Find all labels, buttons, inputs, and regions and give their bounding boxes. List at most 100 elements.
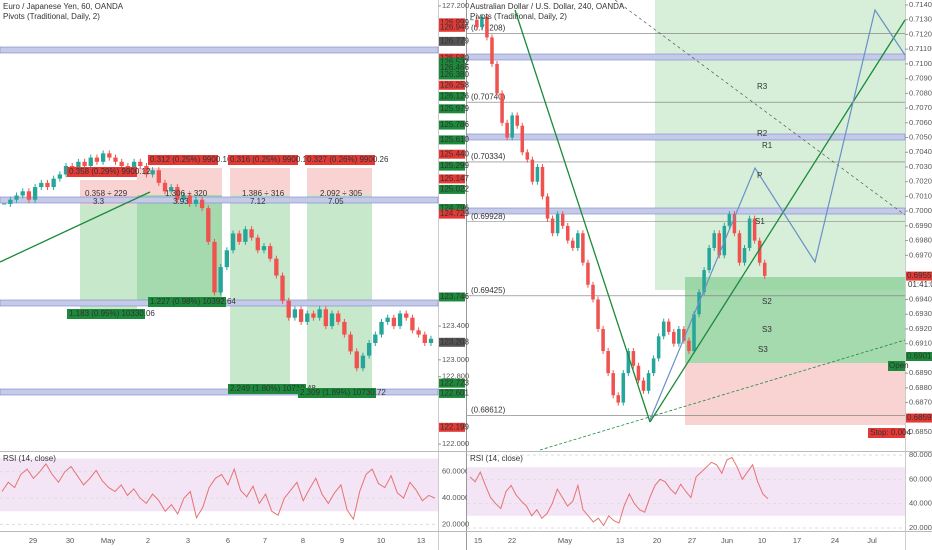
candle: [428, 338, 434, 343]
candle: [156, 170, 161, 183]
x-tick-label: 20: [653, 536, 661, 545]
x-tick-label: 13: [417, 536, 425, 545]
price-tag: [439, 104, 465, 114]
candle: [14, 195, 19, 200]
zone: [230, 195, 290, 385]
zone: [80, 205, 137, 310]
candle: [611, 373, 615, 396]
rsi-band: [0, 458, 438, 512]
candle: [113, 157, 118, 162]
loss-label: 0.327 (0.26%) 9900.26: [307, 155, 389, 164]
loss-label-bg: [305, 155, 375, 165]
price-tag-label: 126.466: [440, 63, 469, 72]
rsi-tick-label: 20.0000: [909, 523, 932, 532]
price-tag-label: 125.147: [440, 174, 469, 183]
candle: [550, 218, 555, 234]
rsi-title: RSI (14, close): [470, 454, 523, 463]
candle: [410, 317, 415, 331]
price-tag-label: 122.723: [440, 378, 469, 387]
candle: [591, 284, 595, 300]
ratio-label: 1.386 ÷ 316: [242, 189, 285, 198]
price-tag-label: 0.68595: [907, 413, 932, 422]
price-tag-label: 126.779: [440, 36, 469, 45]
candle: [144, 166, 149, 175]
price-tag-label: 124.729: [440, 209, 469, 218]
zone: [655, 0, 905, 290]
y-tick-label: 127.200: [442, 1, 469, 10]
y-tick-label: 122.800: [442, 372, 469, 381]
candle: [586, 262, 590, 285]
candle: [712, 233, 716, 248]
pivot-label: R1: [762, 141, 773, 150]
price-tag: [439, 378, 465, 388]
price-tag: [906, 351, 932, 361]
price-tag: [439, 135, 465, 145]
trend-line: [539, 339, 906, 451]
candle: [100, 153, 106, 162]
price-tag: [439, 91, 465, 101]
candle: [752, 218, 757, 241]
candle: [169, 187, 174, 192]
x-tick-label: 7: [263, 536, 267, 545]
candle: [540, 166, 545, 197]
open-label: Open: [889, 361, 909, 370]
candle: [397, 313, 403, 327]
level-label: (0.70740): [471, 92, 506, 101]
pivot-label: P: [757, 171, 762, 180]
candle: [26, 191, 32, 200]
pivot-label: R3: [757, 82, 768, 91]
candle: [762, 262, 767, 276]
candle: [530, 159, 535, 182]
y-tick-label: 0.68500: [909, 427, 932, 436]
ratio-label: 7.05: [328, 197, 344, 206]
candle: [199, 199, 205, 209]
price-tag: [439, 36, 465, 46]
candle: [576, 233, 580, 248]
price-tag-label: 124.796: [440, 204, 469, 213]
candle: [545, 196, 550, 219]
candle: [672, 331, 676, 344]
price-tag-label: 125.440: [440, 149, 469, 158]
candle: [631, 351, 636, 366]
candle: [94, 157, 100, 162]
candle: [535, 166, 540, 182]
sr-band: [0, 46, 439, 54]
candle: [181, 195, 186, 200]
price-tag: [439, 422, 465, 432]
candle: [107, 153, 112, 158]
candle: [280, 275, 285, 301]
win-label: 1.227 (0.98%) 10392.64: [150, 297, 236, 306]
candle: [193, 199, 199, 204]
level-label: (0.69928): [471, 212, 506, 221]
candle: [360, 355, 366, 369]
price-tag-label: 0.69559: [907, 271, 932, 280]
trend-line: [0, 191, 151, 263]
x-tick-label: 10: [377, 536, 385, 545]
candle: [581, 233, 585, 263]
candle: [520, 125, 525, 153]
sr-band: [0, 388, 439, 396]
price-tag-label: 125.610: [440, 135, 469, 144]
candle: [391, 317, 397, 327]
candle: [119, 161, 124, 167]
candle: [32, 187, 38, 200]
rsi-tick-label: 60.0000: [909, 474, 932, 483]
sr-band: [466, 207, 906, 215]
ratio-label: 7.12: [250, 197, 266, 206]
candle: [480, 16, 484, 28]
y-tick-label: 123.400: [442, 321, 469, 330]
price-tag: [439, 22, 465, 32]
rsi-line: [1, 463, 436, 521]
price-tag-label: 125.299: [440, 161, 469, 170]
price-tag-label: 0.69013: [907, 352, 932, 361]
